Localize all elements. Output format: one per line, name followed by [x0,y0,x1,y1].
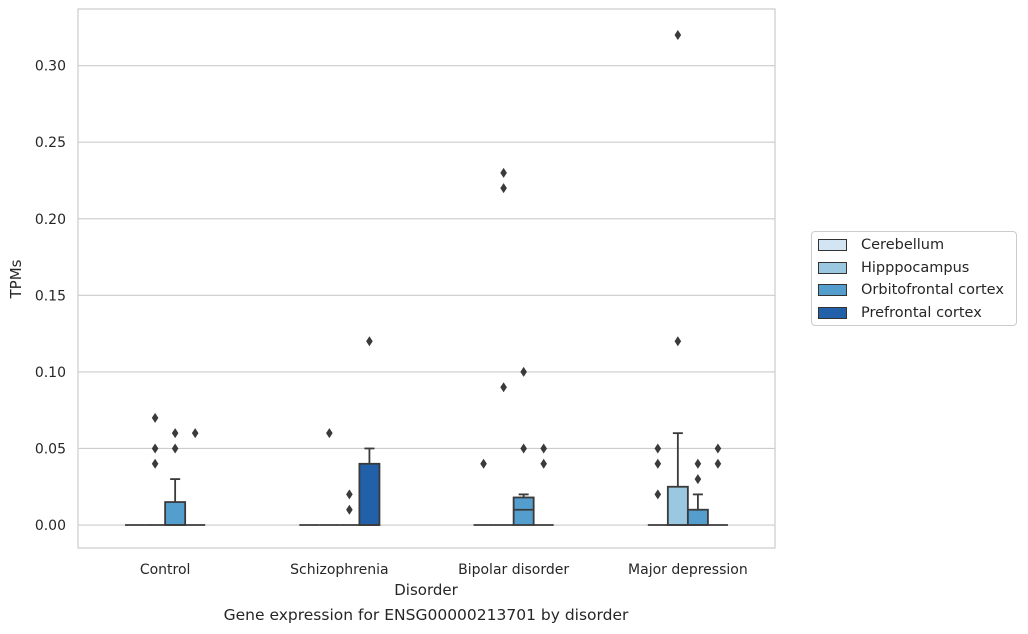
legend-label-hippocampus: Hipppocampus [861,260,970,276]
outlier-point [191,428,199,439]
outlier-point [674,30,682,41]
x-tick-label-bipolar-disorder: Bipolar disorder [458,562,569,578]
box-orbitofrontal-cortex-bipolar-disorder [512,366,535,526]
box-cerebellum-bipolar-disorder [473,458,494,526]
x-tick-labels: Control Schizophrenia Bipolar disorder Majo… [140,562,748,578]
y-tick-label-0-05: 0.05 [35,441,66,457]
x-tick-label-control: Control [140,562,191,578]
legend-swatch-orbitofrontal-cortex [818,284,847,296]
legend-item-orbitofrontal-cortex: Orbitofrontal cortex [818,280,1004,300]
outlier-point [480,458,487,469]
outlier-point [714,443,722,454]
outlier-point [654,458,662,469]
y-tick-labels: 0.00 0.05 0.10 0.15 0.20 0.25 0.30 [35,59,66,534]
outlier-point [326,428,333,439]
outlier-point [500,183,507,194]
box-body [512,496,535,526]
legend-label-cerebellum: Cerebellum [861,237,945,253]
plot-area-frame [77,8,776,549]
outlier-point [540,458,547,469]
box-hipppocampus-major-depression [666,30,689,526]
outlier-point [520,443,527,454]
outlier-point [171,443,179,454]
outlier-point [151,443,159,454]
gridlines [78,65,775,526]
y-tick-label-0-00: 0.00 [35,518,66,534]
legend-item-prefrontal-cortex: Prefrontal cortex [818,303,982,323]
outlier-point [151,458,159,469]
figure-caption: Gene expression for ENSG00000213701 by d… [223,606,629,624]
x-tick-label-schizophrenia: Schizophrenia [290,562,388,578]
box-orbitofrontal-cortex-schizophrenia [339,489,360,526]
box-orbitofrontal-cortex-control [164,428,187,526]
y-tick-label-0-15: 0.15 [35,288,66,304]
box-body [358,462,381,526]
outlier-point [366,336,373,347]
outlier-point [151,412,159,423]
outlier-point [654,489,662,500]
legend-swatch-cerebellum [818,239,847,251]
legend-swatch-prefrontal-cortex [818,307,847,319]
y-tick-label-0-20: 0.20 [35,212,66,228]
box-hipppocampus-control [145,412,166,526]
box-orbitofrontal-cortex-major-depression [686,458,709,526]
outlier-point [694,474,702,485]
box-prefrontal-cortex-schizophrenia [358,336,381,526]
outlier-point [540,443,547,454]
y-tick-label-0-30: 0.30 [35,59,66,75]
outlier-point [714,458,722,469]
legend-label-prefrontal-cortex: Prefrontal cortex [861,305,982,321]
box-plot-chart: 0.00 0.05 0.10 0.15 0.20 0.25 0.30 Control Schi… [7,8,776,599]
outlier-point [654,443,662,454]
legend: Cerebellum Hipppocampus Orbitofrontal co… [811,231,1017,326]
y-axis-label: TPMs [7,259,25,299]
y-tick-label-0-10: 0.10 [35,365,66,381]
box-hipppocampus-bipolar-disorder [493,167,514,526]
box-cerebellum-major-depression [647,443,668,526]
box-body [666,485,689,526]
x-axis-label: Disorder [394,581,458,599]
outlier-point [674,336,682,347]
box-hipppocampus-schizophrenia [319,428,340,526]
outlier-point [500,167,507,178]
outlier-point [500,382,507,393]
y-tick-label-0-25: 0.25 [35,135,66,151]
legend-item-cerebellum: Cerebellum [818,235,944,255]
box-prefrontal-cortex-control [185,428,206,526]
outlier-point [694,458,702,469]
outlier-point [346,504,353,515]
outlier-point [346,489,353,500]
legend-item-hippocampus: Hipppocampus [818,258,969,278]
box-layer [125,30,728,526]
legend-label-orbitofrontal-cortex: Orbitofrontal cortex [861,282,1004,298]
box-body [686,508,709,526]
legend-swatch-hippocampus [818,262,847,274]
box-body [164,501,187,526]
box-prefrontal-cortex-major-depression [707,443,728,526]
outlier-point [171,428,179,439]
x-tick-label-major-depression: Major depression [628,562,748,578]
outlier-point [520,366,527,377]
box-prefrontal-cortex-bipolar-disorder [533,443,554,526]
